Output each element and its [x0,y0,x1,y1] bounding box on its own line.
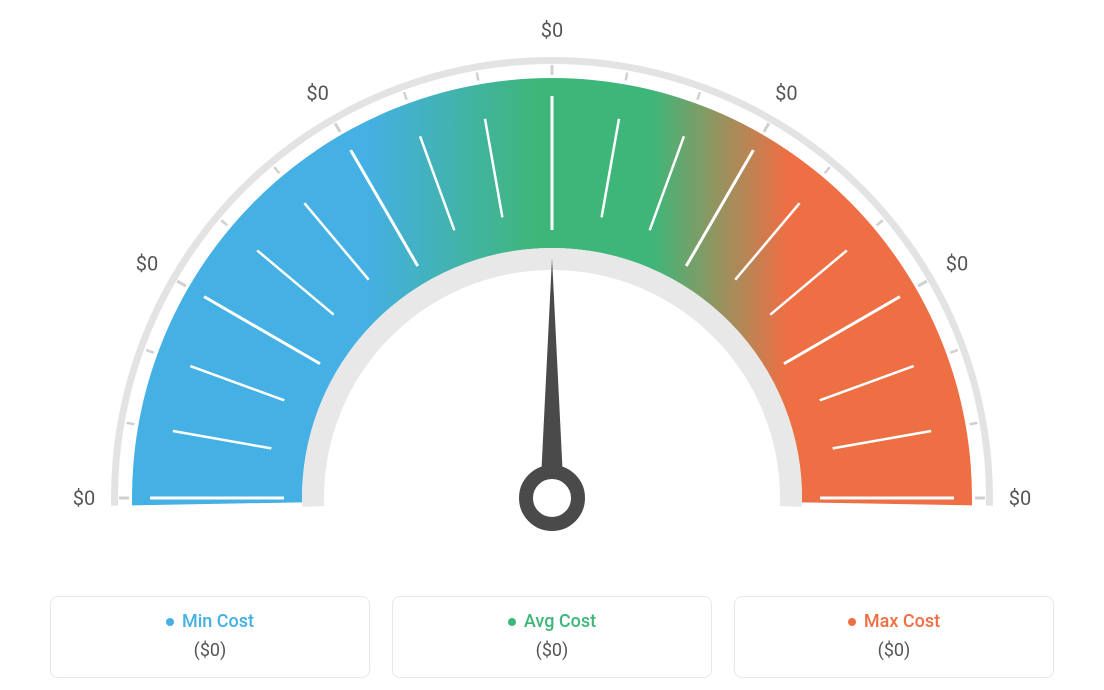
legend-title-min: Min Cost [166,611,254,632]
legend-label: Min Cost [182,611,254,632]
svg-text:$0: $0 [136,252,158,276]
legend-value: ($0) [735,640,1053,661]
legend-label: Max Cost [864,611,940,632]
legend-title-avg: Avg Cost [508,611,596,632]
legend-row: Min Cost ($0) Avg Cost ($0) Max Cost ($0… [50,596,1054,679]
svg-text:$0: $0 [306,81,328,105]
legend-value: ($0) [393,640,711,661]
svg-text:$0: $0 [1009,486,1031,510]
legend-label: Avg Cost [524,611,596,632]
legend-card-min: Min Cost ($0) [50,596,370,679]
dot-icon [508,618,516,626]
legend-title-max: Max Cost [848,611,940,632]
svg-text:$0: $0 [73,486,95,510]
legend-card-avg: Avg Cost ($0) [392,596,712,679]
svg-text:$0: $0 [775,81,797,105]
dot-icon [848,618,856,626]
svg-text:$0: $0 [946,252,968,276]
svg-text:$0: $0 [541,18,563,42]
cost-gauge-chart: $0 $0 $0 $0 $0 $0 $0 [32,18,1072,558]
legend-card-max: Max Cost ($0) [734,596,1054,679]
legend-value: ($0) [51,640,369,661]
dot-icon [166,618,174,626]
gauge-svg: $0 $0 $0 $0 $0 $0 $0 [32,18,1072,558]
